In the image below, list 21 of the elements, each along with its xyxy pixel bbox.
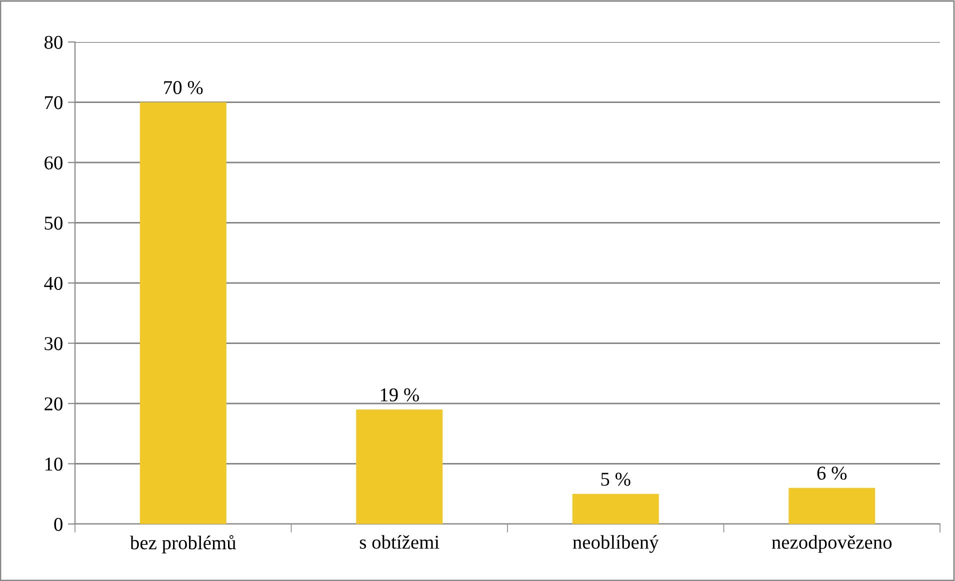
y-tick-label: 30 — [44, 337, 62, 350]
data-label: 6 % — [817, 466, 847, 480]
y-tick-label: 60 — [44, 156, 62, 170]
bar — [356, 410, 443, 524]
y-tick-label: 40 — [44, 276, 62, 290]
bar — [788, 488, 876, 524]
y-tick-label: 20 — [44, 397, 62, 410]
data-label: 5 % — [601, 472, 630, 486]
data-label: 19 % — [380, 388, 419, 402]
y-tick-label: 50 — [44, 216, 62, 230]
bar — [572, 494, 659, 524]
bar — [140, 102, 226, 524]
y-tick-label: 80 — [44, 36, 62, 49]
y-tick-label: 0 — [54, 518, 62, 531]
data-label: 70 % — [164, 81, 203, 94]
x-tick-label: neoblíbený — [572, 535, 659, 553]
x-tick-label: s obtížemi — [360, 535, 440, 549]
y-tick-label: 10 — [45, 458, 62, 471]
y-tick-label: 70 — [45, 96, 62, 110]
x-tick-label: bez problémů — [130, 535, 236, 554]
x-tick-label: nezodpovězeno — [772, 535, 892, 553]
